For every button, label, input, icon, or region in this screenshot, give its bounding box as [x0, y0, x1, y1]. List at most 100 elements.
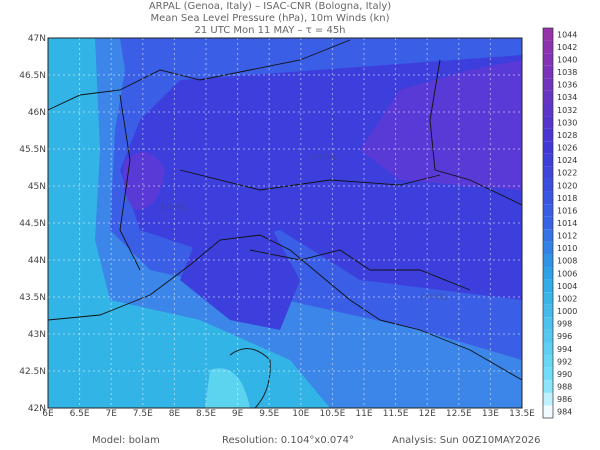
footer-resolution: Resolution: 0.104°x0.074° [222, 435, 354, 446]
lon-label: 7.5E [133, 409, 153, 419]
lat-label: 44N [28, 256, 46, 266]
colorbar-label: 984 [557, 408, 572, 417]
lat-label: 44.5N [19, 219, 46, 229]
lon-label: 6E [42, 409, 54, 419]
map-frame [47, 37, 523, 409]
colorbar-label: 1038 [557, 68, 577, 77]
colorbar-label: 1034 [557, 93, 577, 102]
colorbar-label: 1014 [557, 219, 577, 228]
colorbar-swatch [543, 53, 553, 66]
lon-label: 12E [419, 409, 436, 419]
lat-label: 43.5N [19, 293, 46, 303]
colorbar-label: 1006 [557, 269, 577, 278]
colorbar-swatch [543, 153, 553, 167]
colorbar-swatch [543, 216, 553, 230]
colorbar-label: 1042 [557, 43, 577, 52]
colorbar-swatch [543, 292, 553, 305]
colorbar-swatch [543, 78, 553, 91]
colorbar-label: 1002 [557, 294, 577, 303]
lon-label: 13.5E [509, 409, 535, 419]
colorbar-label: 1044 [557, 30, 577, 39]
colorbar-label: 1024 [557, 156, 577, 165]
colorbar-swatch [543, 116, 553, 129]
colorbar-label: 998 [557, 320, 572, 329]
colorbar-swatch [543, 380, 553, 393]
colorbar-swatch [543, 304, 553, 318]
lat-label: 47N [28, 34, 46, 44]
colorbar-label: 1018 [557, 194, 577, 203]
colorbar-swatch [543, 229, 553, 242]
colorbar: 984 986 988 990 992 994 996 998 1000 1002 1004 1006… [542, 27, 577, 419]
colorbar-swatch [543, 279, 553, 293]
colorbar-swatch [543, 241, 553, 255]
colorbar-swatch [543, 90, 553, 104]
watermark: ARPAL [420, 293, 448, 303]
colorbar-label: 988 [557, 383, 572, 392]
lat-label: 45.5N [19, 145, 46, 155]
lon-label: 9E [232, 409, 244, 419]
colorbar-label: 1030 [557, 118, 577, 127]
lon-label: 8E [169, 409, 181, 419]
colorbar-swatch [543, 141, 553, 154]
colorbar-swatch [543, 392, 553, 406]
colorbar-swatch [543, 103, 553, 117]
lon-label: 7E [105, 409, 117, 419]
lon-label: 9.5E [259, 409, 279, 419]
colorbar-label: 1022 [557, 169, 577, 178]
colorbar-label: 1026 [557, 144, 577, 153]
colorbar-swatch [543, 204, 553, 217]
footer-model: Model: bolam [92, 435, 160, 446]
lat-label: 45N [28, 182, 46, 192]
lon-label: 10E [292, 409, 309, 419]
lon-label: 10.5E [320, 409, 346, 419]
colorbar-label: 1036 [557, 81, 577, 90]
header-line: Mean Sea Level Pressure (hPa), 10m Winds… [151, 13, 390, 24]
lat-label: 43N [28, 330, 46, 340]
lon-label: 8.5E [196, 409, 216, 419]
colorbar-swatch [543, 166, 553, 179]
watermark: ARPAL [310, 153, 338, 163]
colorbar-swatch [543, 342, 553, 356]
colorbar-swatch [543, 405, 553, 418]
colorbar-swatch [543, 267, 553, 280]
header-line: ARPAL (Genoa, Italy) – ISAC-CNR (Bologna… [149, 1, 391, 12]
colorbar-swatch [543, 65, 553, 79]
colorbar-swatch [543, 317, 553, 330]
colorbar-label: 1000 [557, 307, 577, 316]
lon-label: 13E [482, 409, 499, 419]
colorbar-swatch [543, 329, 553, 343]
colorbar-label: 986 [557, 395, 572, 404]
colorbar-swatch [543, 178, 553, 192]
lat-label: 46N [28, 108, 46, 118]
colorbar-swatch [543, 191, 553, 205]
colorbar-label: 1032 [557, 106, 577, 115]
lon-label: 11E [355, 409, 372, 419]
footer-analysis: Analysis: Sun 00Z10MAY2026 [392, 435, 541, 446]
colorbar-label: 1004 [557, 282, 577, 291]
header-line: 21 UTC Mon 11 MAY – τ = 45h [194, 25, 345, 36]
lat-label: 42.5N [19, 367, 46, 377]
colorbar-label: 1012 [557, 232, 577, 241]
colorbar-label: 1016 [557, 206, 577, 215]
watermark: ARPAL [160, 203, 188, 213]
colorbar-label: 1040 [557, 55, 577, 64]
colorbar-swatch [543, 28, 553, 41]
lat-label: 46.5N [19, 71, 46, 81]
colorbar-swatch [543, 355, 553, 368]
colorbar-label: 1028 [557, 131, 577, 140]
lon-label: 12.5E [446, 409, 472, 419]
colorbar-swatch [543, 40, 553, 54]
colorbar-frame [542, 27, 554, 419]
colorbar-label: 992 [557, 357, 572, 366]
colorbar-label: 994 [557, 345, 572, 354]
lon-label: 6.5E [70, 409, 90, 419]
colorbar-label: 1020 [557, 181, 577, 190]
graticule: 6E 6.5E 7E 7.5E 8E 8.5E 9E 9.5E 10E 10.5E 11E 11.5E… [19, 34, 535, 419]
colorbar-swatch [543, 367, 553, 381]
colorbar-label: 1010 [557, 244, 577, 253]
colorbar-label: 1008 [557, 257, 577, 266]
colorbar-swatch [543, 254, 553, 268]
colorbar-swatch [543, 128, 553, 142]
